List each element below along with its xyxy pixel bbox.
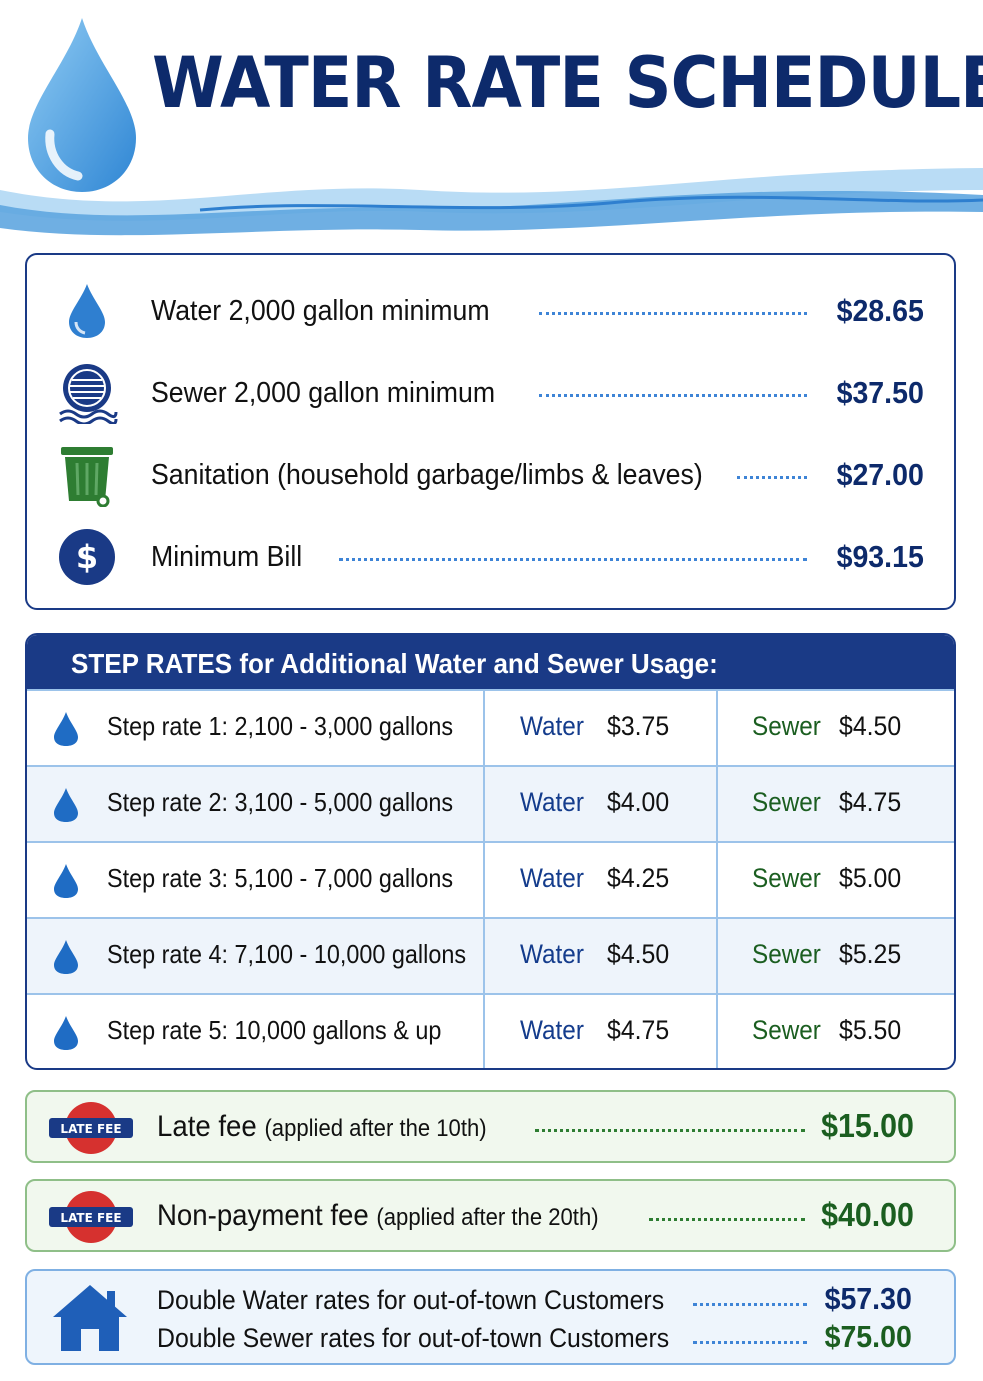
step-range-label: Step rate 1: 2,100 - 3,000 gallons	[107, 711, 454, 741]
dollar-icon: $	[55, 525, 119, 589]
table-row: Step rate 1: 2,100 - 3,000 gallons Water…	[27, 689, 954, 765]
non-payment-fee-price: $40.00	[821, 1196, 914, 1233]
step-range-label: Step rate 5: 10,000 gallons & up	[107, 1015, 442, 1045]
water-label: Water	[520, 863, 584, 893]
double-water-label: Double Water rates for out-of-town Custo…	[157, 1285, 665, 1315]
non-payment-fee-note: (applied after the 20th)	[376, 1204, 599, 1231]
leader-dots	[539, 312, 807, 315]
late-fee-price: $15.00	[821, 1107, 914, 1144]
late-fee-badge-icon: LATE FEE	[49, 1191, 133, 1243]
minimum-charges-panel: Water 2,000 gallon minimum $28.65 Sewer …	[25, 253, 956, 610]
header: WATER RATE SCHEDULE	[0, 0, 983, 245]
summary-row: Sanitation (household garbage/limbs & le…	[27, 443, 954, 507]
column-divider	[716, 919, 718, 993]
water-rate: $4.50	[607, 939, 670, 969]
water-drop-icon	[54, 712, 78, 746]
table-row: Step rate 2: 3,100 - 5,000 gallons Water…	[27, 765, 954, 841]
garbage-bin-icon	[55, 443, 119, 507]
leader-dots	[539, 394, 807, 397]
sewer-label: Sewer	[752, 711, 821, 741]
water-label: Water	[520, 939, 584, 969]
water-drop-icon	[54, 940, 78, 974]
leader-dots	[535, 1129, 805, 1132]
non-payment-fee-title: Non-payment fee	[157, 1199, 369, 1232]
non-payment-fee-panel: LATE FEE Non-payment fee (applied after …	[25, 1179, 956, 1252]
column-divider	[483, 843, 485, 917]
minimum-bill-label: Minimum Bill	[151, 540, 303, 573]
table-row: Step rate 5: 10,000 gallons & up Water $…	[27, 993, 954, 1068]
step-rates-heading: STEP RATES for Additional Water and Sewe…	[27, 635, 954, 691]
sewer-icon	[55, 361, 119, 425]
table-row: Step rate 3: 5,100 - 7,000 gallons Water…	[27, 841, 954, 917]
leader-dots	[737, 476, 807, 479]
column-divider	[483, 919, 485, 993]
sewer-rate: $5.25	[839, 939, 902, 969]
water-label: Water	[520, 711, 584, 741]
water-label: Water	[520, 787, 584, 817]
late-fee-label: Late fee (applied after the 10th)	[157, 1110, 487, 1144]
sewer-rate: $5.50	[839, 1015, 902, 1045]
summary-row: Water 2,000 gallon minimum $28.65	[27, 281, 954, 341]
sewer-label: Sewer	[752, 939, 821, 969]
sewer-label: Sewer	[752, 863, 821, 893]
water-label: Water	[520, 1015, 584, 1045]
water-drop-icon	[28, 18, 136, 192]
badge-text: LATE FEE	[60, 1211, 121, 1225]
summary-row: Sewer 2,000 gallon minimum $37.50	[27, 361, 954, 425]
wave-decoration	[0, 168, 983, 236]
sewer-rate: $5.00	[839, 863, 902, 893]
water-drop-icon	[55, 279, 119, 343]
water-minimum-label: Water 2,000 gallon minimum	[151, 294, 490, 327]
svg-text:$: $	[76, 538, 98, 576]
water-drop-icon	[54, 788, 78, 822]
column-divider	[716, 691, 718, 765]
water-drop-icon	[54, 1016, 78, 1050]
sewer-minimum-price: $37.50	[836, 375, 924, 410]
sewer-minimum-label: Sewer 2,000 gallon minimum	[151, 376, 496, 409]
step-rates-table: STEP RATES for Additional Water and Sewe…	[25, 633, 956, 1070]
double-water-price: $57.30	[824, 1281, 912, 1316]
step-rates-heading-text: STEP RATES for Additional Water and Sewe…	[71, 648, 718, 679]
column-divider	[716, 995, 718, 1068]
water-minimum-price: $28.65	[836, 293, 924, 328]
sewer-rate: $4.50	[839, 711, 902, 741]
step-range-label: Step rate 3: 5,100 - 7,000 gallons	[107, 863, 454, 893]
out-of-town-panel: Double Water rates for out-of-town Custo…	[25, 1269, 956, 1365]
water-rate: $4.00	[607, 787, 670, 817]
sewer-label: Sewer	[752, 1015, 821, 1045]
minimum-bill-price: $93.15	[836, 539, 924, 574]
column-divider	[483, 995, 485, 1068]
sanitation-price: $27.00	[836, 457, 924, 492]
house-icon	[53, 1285, 127, 1351]
sanitation-label: Sanitation (household garbage/limbs & le…	[151, 458, 703, 491]
late-fee-badge-icon: LATE FEE	[49, 1102, 133, 1154]
leader-dots	[339, 558, 807, 561]
water-drop-icon	[54, 864, 78, 898]
water-rate: $4.75	[607, 1015, 670, 1045]
late-fee-title: Late fee	[157, 1110, 257, 1143]
column-divider	[716, 767, 718, 841]
step-range-label: Step rate 2: 3,100 - 5,000 gallons	[107, 787, 454, 817]
sewer-label: Sewer	[752, 787, 821, 817]
double-sewer-label: Double Sewer rates for out-of-town Custo…	[157, 1323, 670, 1353]
badge-text: LATE FEE	[60, 1122, 121, 1136]
water-rate: $3.75	[607, 711, 670, 741]
late-fee-note: (applied after the 10th)	[264, 1115, 487, 1142]
page-title: WATER RATE SCHEDULE	[152, 42, 983, 124]
non-payment-fee-label: Non-payment fee (applied after the 20th)	[157, 1199, 599, 1233]
table-row: Step rate 4: 7,100 - 10,000 gallons Wate…	[27, 917, 954, 993]
leader-dots	[693, 1303, 807, 1306]
leader-dots	[649, 1218, 805, 1221]
step-range-label: Step rate 4: 7,100 - 10,000 gallons	[107, 939, 467, 969]
late-fee-panel: LATE FEE Late fee (applied after the 10t…	[25, 1090, 956, 1163]
summary-row: $ Minimum Bill $93.15	[27, 527, 954, 587]
leader-dots	[693, 1341, 807, 1344]
double-sewer-price: $75.00	[824, 1319, 912, 1354]
water-rate: $4.25	[607, 863, 670, 893]
column-divider	[483, 767, 485, 841]
sewer-rate: $4.75	[839, 787, 902, 817]
column-divider	[483, 691, 485, 765]
column-divider	[716, 843, 718, 917]
